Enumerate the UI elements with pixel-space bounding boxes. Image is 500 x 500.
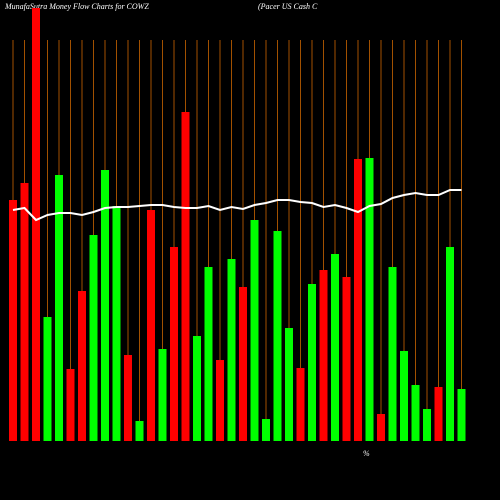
bar	[308, 284, 316, 441]
bar	[342, 277, 351, 441]
bar	[446, 247, 454, 441]
bar	[124, 355, 132, 441]
bar	[273, 231, 282, 441]
bar	[388, 267, 397, 441]
bar	[32, 8, 40, 441]
bar	[112, 206, 121, 441]
money-flow-line	[12, 189, 462, 222]
bar	[78, 291, 86, 441]
bar	[354, 159, 362, 441]
bar	[296, 368, 305, 441]
bar	[20, 183, 29, 441]
bar	[285, 328, 293, 441]
bar	[147, 210, 155, 441]
bar	[55, 175, 63, 441]
bar	[457, 389, 466, 441]
bar	[9, 200, 17, 441]
bar	[239, 287, 247, 441]
bar	[204, 267, 213, 441]
bar	[365, 158, 374, 441]
chart-subtitle: (Pacer US Cash C	[258, 2, 318, 11]
bar	[66, 369, 75, 441]
bar	[250, 220, 259, 441]
bar	[411, 385, 420, 441]
annotation: %	[363, 449, 370, 458]
bar	[400, 351, 408, 441]
bar	[434, 387, 443, 441]
bar	[170, 247, 178, 441]
bar	[135, 421, 144, 441]
bar	[319, 270, 328, 441]
bar	[89, 235, 98, 441]
bar	[216, 360, 224, 441]
bar	[43, 317, 52, 441]
bar	[227, 259, 236, 441]
bar	[158, 349, 167, 441]
chart-title: MunafaSutra Money Flow Charts for COWZ	[4, 2, 149, 11]
bar	[331, 254, 339, 441]
bar	[181, 112, 190, 441]
bar	[377, 414, 385, 441]
bar	[193, 336, 201, 441]
bar	[423, 409, 431, 441]
bar	[101, 170, 109, 441]
bar	[262, 419, 270, 441]
